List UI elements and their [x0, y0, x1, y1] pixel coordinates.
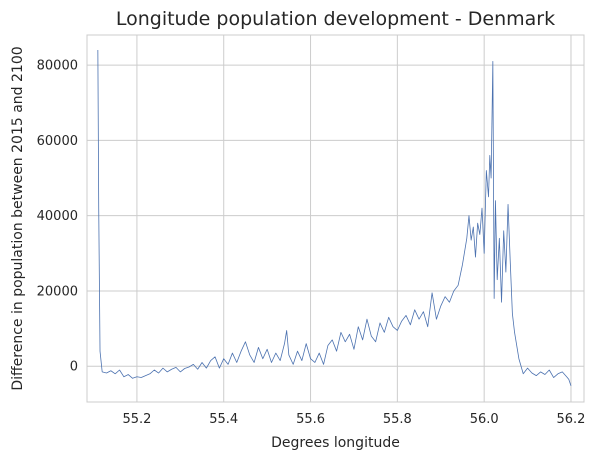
x-tick-label: 56.2	[557, 412, 586, 427]
x-axis-label: Degrees longitude	[271, 435, 400, 451]
x-tick-label: 55.6	[296, 412, 325, 427]
series-line	[97, 50, 572, 386]
x-tick-label: 55.2	[122, 412, 151, 427]
y-axis-label: Difference in population between 2015 an…	[10, 46, 26, 390]
x-tick-label: 55.8	[383, 412, 412, 427]
x-tick-label: 55.4	[209, 412, 238, 427]
y-tick-label: 80000	[37, 59, 78, 74]
x-tick-label: 56.0	[470, 412, 499, 427]
y-tick-label: 40000	[37, 209, 78, 224]
chart-title: Longitude population development - Denma…	[116, 8, 555, 30]
y-tick-label: 20000	[37, 284, 78, 299]
y-tick-label: 0	[70, 360, 78, 375]
y-tick-labels: 0 20000 40000 60000 80000	[37, 59, 78, 375]
y-tick-label: 60000	[37, 134, 78, 149]
data-series	[97, 50, 572, 386]
plot-area	[86, 34, 585, 403]
x-gridlines	[136, 35, 572, 402]
x-tick-labels: 55.2 55.4 55.6 55.8 56.0 56.2	[122, 412, 585, 427]
